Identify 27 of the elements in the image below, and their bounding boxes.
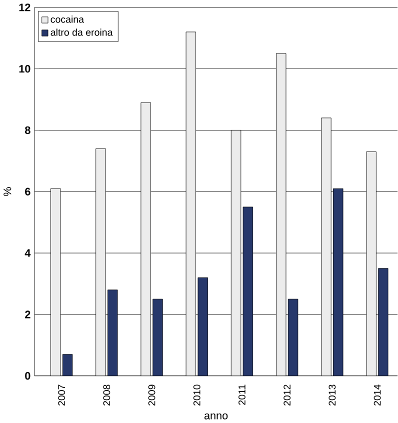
legend-label: cocaina [50, 16, 84, 23]
y-tick-label: 10 [19, 64, 30, 73]
bar [50, 188, 61, 376]
bar [276, 53, 286, 376]
y-tick-label: 8 [25, 126, 30, 134]
x-tick-label: 2011 [238, 384, 246, 405]
x-tick-label: 2007 [58, 384, 66, 406]
x-tick-label: 2012 [284, 384, 291, 406]
x-tick-label: 2009 [148, 384, 156, 406]
y-tick-label: 6 [25, 188, 30, 196]
bar [186, 32, 196, 376]
y-tick-label: 2 [25, 310, 30, 318]
bar [366, 151, 377, 376]
x-tick-label: 2013 [328, 384, 336, 406]
bar [140, 102, 152, 376]
y-tick-label: 4 [24, 249, 31, 257]
bar [321, 118, 332, 376]
legend-label: altro da eroina [50, 28, 113, 36]
x-tick-label: 2008 [103, 384, 110, 406]
y-axis-title: % [4, 187, 12, 196]
x-tick-label: 2010 [194, 384, 200, 406]
bar [96, 148, 106, 376]
bar [231, 130, 242, 376]
y-tick-label: 0 [25, 372, 30, 380]
y-tick-label: 12 [19, 4, 30, 12]
x-tick-label: 2014 [374, 384, 381, 406]
x-axis-title: anno [204, 413, 228, 420]
